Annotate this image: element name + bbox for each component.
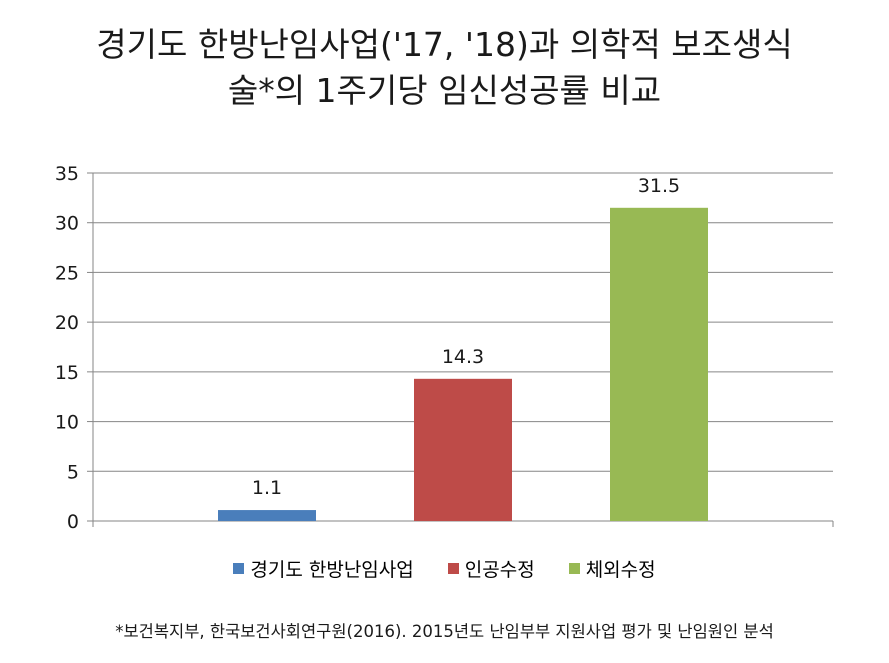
legend: 경기도 한방난임사업 인공수정 체외수정 (0, 555, 889, 582)
y-tick-label-25: 25 (55, 262, 79, 284)
legend-item-artificial-insemination: 인공수정 (447, 555, 535, 582)
data-label-0: 1.1 (252, 477, 282, 499)
chart-title-line-2: 술*의 1주기당 임신성공률 비교 (227, 71, 662, 110)
chart-title: 경기도 한방난임사업('17, '18)과 의학적 보조생식 술*의 1주기당 … (0, 22, 889, 114)
y-tick-label-5: 5 (67, 461, 79, 483)
y-tick-label-20: 20 (55, 312, 79, 334)
legend-swatch-artificial-insemination (447, 563, 459, 574)
legend-label-gyeonggi: 경기도 한방난임사업 (250, 559, 414, 581)
bar-0 (218, 510, 316, 521)
legend-item-gyeonggi: 경기도 한방난임사업 (233, 555, 414, 582)
y-tick-label-10: 10 (55, 412, 79, 434)
y-tick-label-0: 0 (67, 511, 79, 533)
source-note: *보건복지부, 한국보건사회연구원(2016). 2015년도 난임부부 지원사… (115, 622, 774, 641)
chart-title-line-1: 경기도 한방난임사업('17, '18)과 의학적 보조생식 (96, 25, 793, 64)
legend-label-ivf: 체외수정 (585, 559, 656, 581)
legend-item-ivf: 체외수정 (568, 555, 656, 582)
bar-2 (610, 207, 708, 522)
legend-swatch-gyeonggi (233, 563, 245, 574)
y-tick-label-15: 15 (55, 362, 79, 384)
data-label-2: 31.5 (638, 175, 680, 197)
data-label-1: 14.3 (442, 346, 484, 368)
y-tick-label-35: 35 (55, 163, 79, 185)
bar-1 (414, 378, 512, 521)
y-tick-label-30: 30 (55, 213, 79, 235)
legend-swatch-ivf (568, 563, 580, 574)
legend-label-artificial-insemination: 인공수정 (464, 559, 535, 581)
